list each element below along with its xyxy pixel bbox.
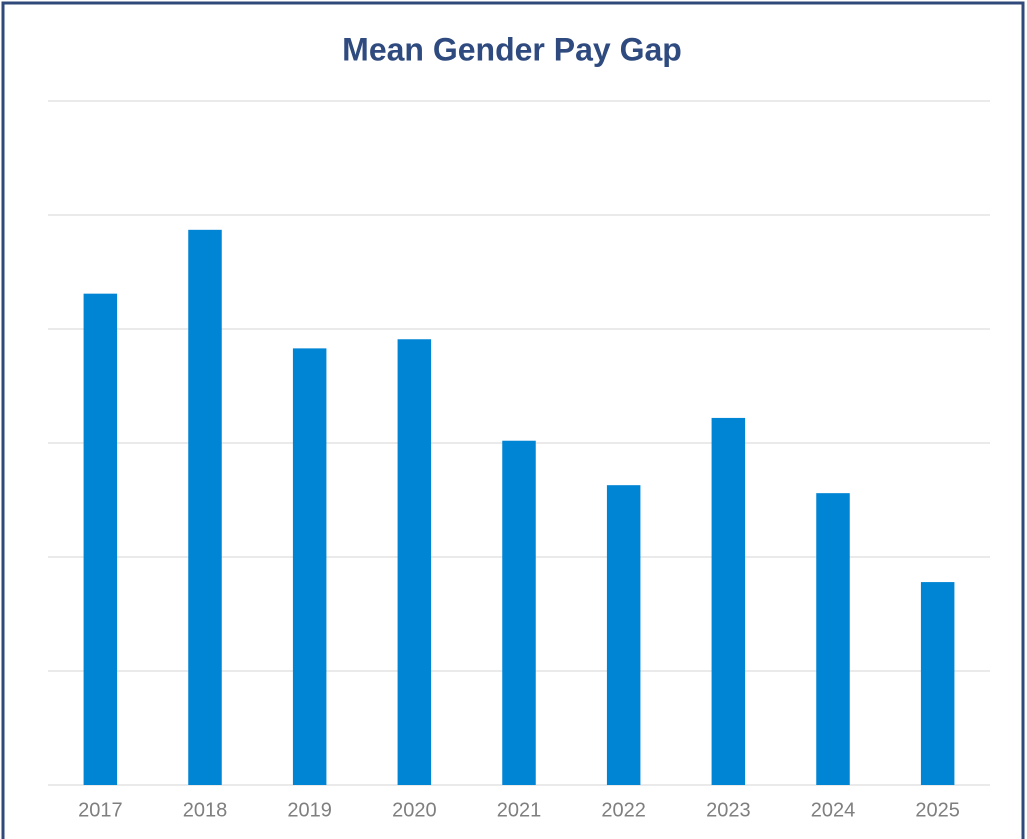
chart-title: Mean Gender Pay Gap	[342, 31, 682, 67]
x-tick-label: 2023	[706, 799, 751, 821]
bar	[397, 339, 432, 785]
bar	[711, 417, 746, 785]
x-tick-label: 2024	[811, 799, 856, 821]
bar	[83, 293, 118, 785]
bar	[188, 229, 222, 785]
bar	[292, 348, 327, 785]
x-tick-label: 2019	[287, 799, 332, 821]
bar	[606, 485, 641, 785]
x-tick-label: 2017	[78, 799, 123, 821]
x-tick-label: 2021	[497, 799, 542, 821]
bar	[502, 440, 536, 785]
x-tick-label: 2025	[915, 799, 960, 821]
x-tick-label: 2022	[601, 799, 646, 821]
bar	[920, 582, 955, 785]
bar	[816, 493, 850, 785]
x-tick-label: 2018	[183, 799, 228, 821]
x-tick-label: 2020	[392, 799, 437, 821]
